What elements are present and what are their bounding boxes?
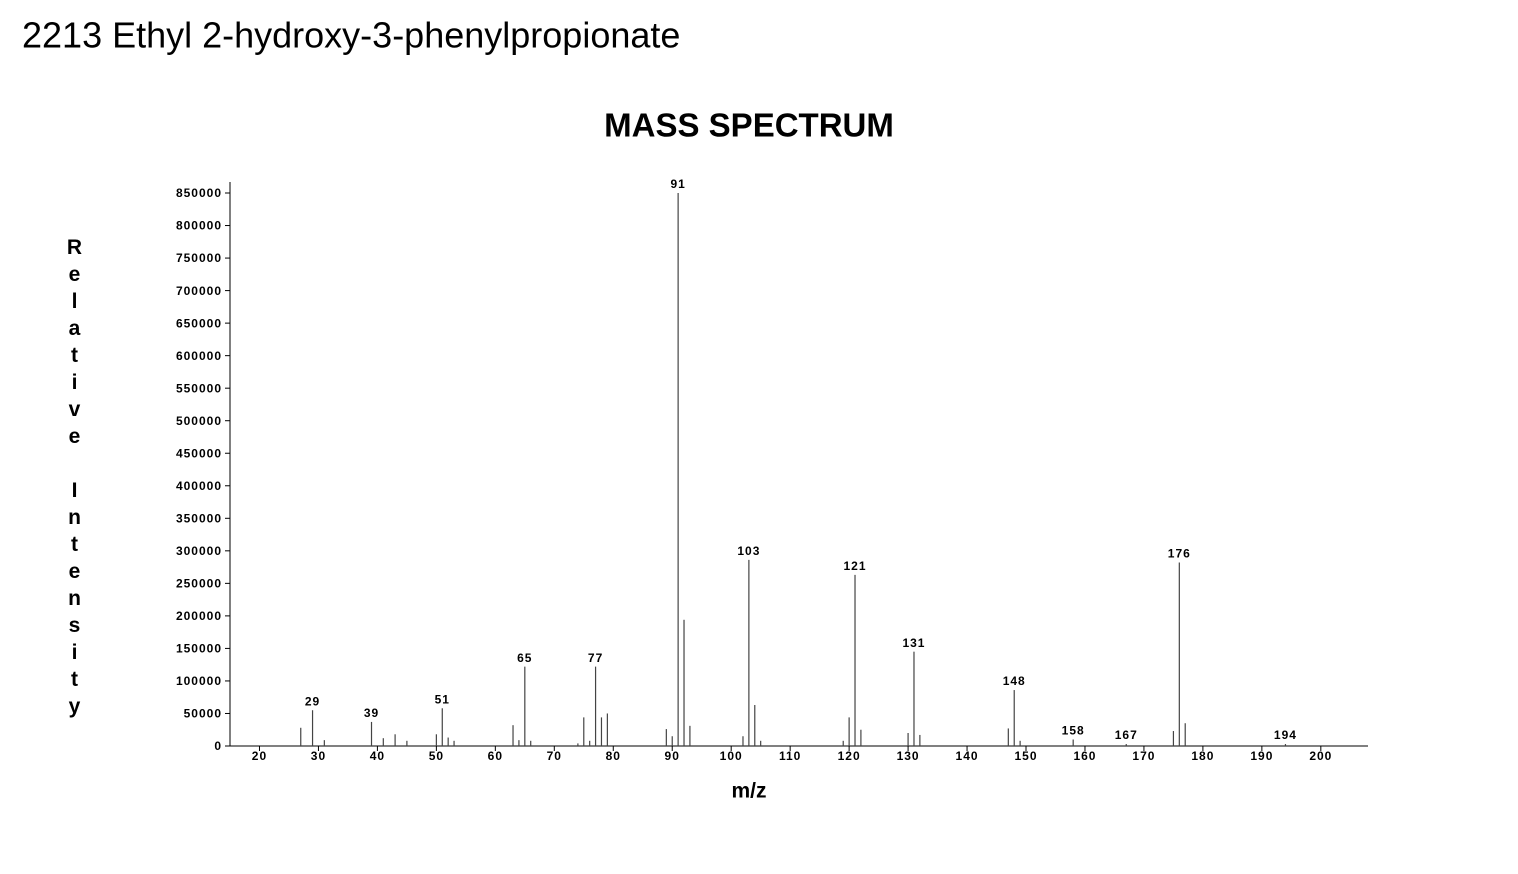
x-tick-label: 130: [897, 749, 920, 763]
x-tick-label: 180: [1191, 749, 1214, 763]
y-tick-label: 250000: [176, 577, 222, 591]
y-tick-label: 750000: [176, 251, 222, 265]
y-tick-label: 300000: [176, 544, 222, 558]
x-tick-label: 30: [311, 749, 326, 763]
x-tick-label: 20: [252, 749, 267, 763]
peak-label: 121: [843, 559, 866, 573]
y-tick-label: 650000: [176, 316, 222, 330]
x-tick-label: 110: [779, 749, 801, 763]
peak-label: 167: [1115, 728, 1138, 742]
peak-label: 103: [737, 544, 760, 558]
peak-label: 131: [902, 636, 925, 650]
peak-label: 148: [1003, 674, 1026, 688]
x-axis-label: m/z: [731, 780, 766, 803]
y-tick-label: 500000: [176, 414, 222, 428]
x-tick-label: 80: [606, 749, 621, 763]
y-tick-label: 700000: [176, 284, 222, 298]
y-tick-label: 50000: [184, 707, 222, 721]
peak-label: 65: [517, 651, 532, 665]
y-tick-label: 0: [214, 739, 222, 753]
peak-label: 29: [305, 694, 320, 708]
peak-label: 158: [1062, 724, 1085, 738]
y-tick-label: 350000: [176, 511, 222, 525]
x-tick-label: 120: [838, 749, 861, 763]
peak-label: 91: [670, 177, 685, 191]
x-tick-label: 90: [665, 749, 680, 763]
peak-label: 194: [1274, 728, 1297, 742]
x-tick-label: 150: [1014, 749, 1037, 763]
x-tick-label: 100: [720, 749, 743, 763]
y-tick-label: 150000: [176, 642, 222, 656]
peak-label: 51: [435, 692, 450, 706]
peak-label: 176: [1168, 547, 1191, 561]
x-tick-label: 200: [1309, 749, 1332, 763]
peak-label: 77: [588, 651, 603, 665]
x-tick-label: 70: [547, 749, 562, 763]
y-tick-label: 450000: [176, 446, 222, 460]
y-tick-label: 550000: [176, 381, 222, 395]
x-tick-label: 40: [370, 749, 385, 763]
page-title: 2213 Ethyl 2-hydroxy-3-phenylpropionate: [22, 15, 680, 56]
x-tick-label: 190: [1250, 749, 1273, 763]
x-tick-label: 170: [1132, 749, 1155, 763]
y-tick-label: 850000: [176, 186, 222, 200]
y-tick-label: 600000: [176, 349, 222, 363]
y-tick-label: 800000: [176, 219, 222, 233]
chart-title: MASS SPECTRUM: [604, 107, 894, 144]
y-tick-label: 100000: [176, 674, 222, 688]
peak-label: 39: [364, 706, 379, 720]
x-tick-label: 50: [429, 749, 444, 763]
x-tick-label: 140: [956, 749, 979, 763]
y-axis-label: Relative Intensity: [63, 236, 86, 722]
y-tick-label: 200000: [176, 609, 222, 623]
y-tick-label: 400000: [176, 479, 222, 493]
x-tick-label: 160: [1073, 749, 1096, 763]
x-tick-label: 60: [488, 749, 503, 763]
